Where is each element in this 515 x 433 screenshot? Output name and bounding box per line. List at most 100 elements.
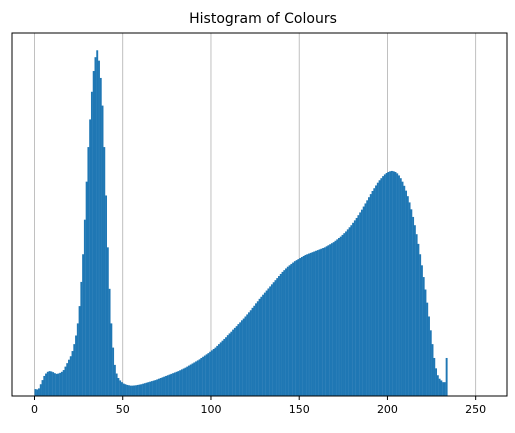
histogram-bar	[300, 257, 303, 396]
histogram-bar	[52, 372, 55, 396]
histogram-bar	[55, 373, 58, 396]
histogram-bar	[244, 316, 247, 396]
histogram-bar	[267, 288, 270, 396]
histogram-bar	[362, 206, 365, 396]
histogram-bar	[226, 335, 229, 396]
histogram-bar	[82, 254, 85, 396]
histogram-bar	[168, 374, 171, 396]
histogram-bar	[350, 225, 353, 396]
histogram-bars	[34, 50, 448, 397]
histogram-bar	[392, 171, 395, 396]
histogram-bar	[413, 225, 416, 396]
histogram-bar	[218, 344, 220, 396]
histogram-bar	[221, 340, 224, 396]
histogram-bar	[105, 195, 108, 396]
plot-area-frame	[11, 32, 508, 397]
histogram-bar	[230, 331, 233, 396]
histogram-bar	[253, 305, 256, 396]
histogram-bar	[115, 373, 118, 396]
histogram-bar	[336, 239, 339, 396]
histogram-bar	[440, 380, 443, 396]
histogram-bar	[57, 373, 60, 396]
x-tick-label: 50	[116, 403, 130, 416]
histogram-bar	[166, 375, 169, 396]
histogram-bar	[200, 357, 203, 396]
histogram-bar	[364, 203, 367, 396]
histogram-bar	[258, 298, 261, 396]
histogram-bar	[83, 219, 86, 396]
histogram-bar	[39, 384, 42, 396]
histogram-bar	[78, 306, 81, 396]
histogram-bar	[156, 379, 159, 396]
histogram-bar	[348, 227, 351, 396]
histogram-bar	[182, 368, 185, 396]
histogram-bar	[152, 380, 155, 396]
histogram-bar	[142, 383, 145, 396]
histogram-bar	[120, 382, 123, 396]
histogram-bar	[203, 355, 206, 396]
histogram-bar	[323, 247, 326, 396]
histogram-bar	[327, 245, 330, 396]
histogram-bar	[387, 171, 390, 396]
histogram-bar	[207, 353, 210, 396]
histogram-bar	[239, 322, 242, 396]
histogram-bar	[316, 250, 319, 396]
histogram-bar	[235, 326, 238, 396]
histogram-bar	[69, 356, 72, 396]
histogram-bar	[138, 384, 141, 396]
histogram-bar	[175, 371, 178, 396]
histogram-bar	[426, 302, 429, 396]
histogram-bar	[431, 344, 434, 396]
histogram-bar	[368, 197, 370, 396]
grid-lines	[34, 33, 477, 396]
histogram-bar	[99, 77, 102, 396]
histogram-bar	[279, 273, 282, 396]
x-axis: 0 50 100 150 200 250	[31, 396, 486, 416]
histogram-bar	[290, 263, 293, 396]
histogram-bar	[210, 350, 213, 396]
histogram-bar	[401, 181, 404, 396]
histogram-bar	[129, 385, 132, 396]
histogram-bar	[195, 361, 198, 396]
histogram-bar	[48, 371, 51, 396]
histogram-bar	[419, 254, 422, 396]
histogram-bar	[85, 181, 88, 396]
histogram-bar	[302, 255, 305, 396]
histogram-bar	[92, 71, 95, 397]
histogram-bar	[408, 202, 411, 396]
histogram-bar	[90, 91, 93, 397]
histogram-bar	[188, 365, 190, 396]
histogram-bar	[38, 388, 40, 396]
histogram-bar	[313, 251, 316, 396]
histogram-bar	[34, 389, 37, 396]
histogram-bar	[410, 209, 413, 396]
histogram-bar	[403, 185, 406, 396]
histogram-bar	[281, 271, 284, 396]
histogram-bar	[308, 253, 310, 396]
histogram-bar	[263, 292, 266, 396]
histogram-bar	[346, 229, 349, 396]
histogram-bar	[288, 265, 291, 396]
histogram-bar	[53, 373, 56, 396]
histogram-bar	[159, 378, 162, 396]
histogram-bar	[341, 234, 344, 396]
histogram-bar	[306, 254, 309, 396]
histogram-bar	[240, 320, 243, 396]
histogram-bar	[405, 190, 408, 396]
histogram-bar	[140, 384, 143, 396]
histogram-bar	[71, 351, 74, 396]
histogram-bar	[165, 375, 168, 396]
histogram-bar	[41, 380, 44, 396]
histogram-bar	[209, 351, 212, 396]
histogram-bar	[422, 277, 425, 396]
histogram-bar	[150, 381, 153, 396]
histogram-bar	[285, 268, 288, 396]
histogram-bar	[378, 180, 381, 396]
histogram-bar	[202, 356, 205, 396]
histogram-bar	[389, 171, 392, 396]
histogram-bar	[198, 359, 201, 396]
histogram-bar	[435, 368, 438, 396]
histogram-bar	[322, 248, 325, 396]
histogram-bar	[59, 372, 62, 396]
